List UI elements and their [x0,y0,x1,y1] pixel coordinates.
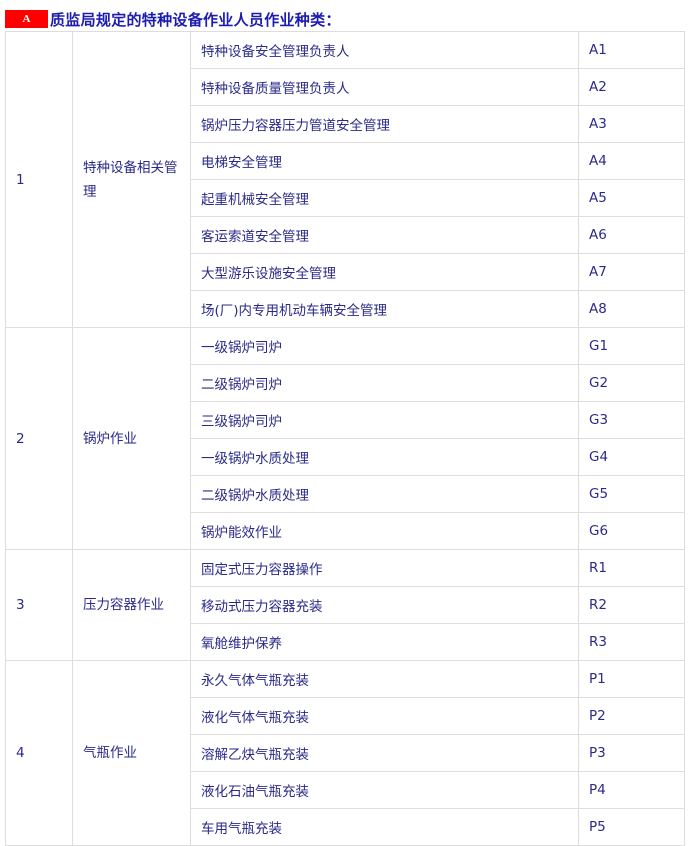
group-category: 锅炉作业 [72,327,191,550]
item-code: A5 [578,179,685,217]
item-name: 一级锅炉水质处理 [190,438,579,476]
table-row: 溶解乙炔气瓶充装 P3 [6,734,685,772]
table-row: 2 锅炉作业 一级锅炉司炉 G1 [5,327,685,550]
table-row: 3 压力容器作业 固定式压力容器操作 R1 [5,549,685,661]
item-name: 客运索道安全管理 [190,216,579,254]
item-name: 锅炉能效作业 [190,512,579,550]
table-row: 客运索道安全管理 A6 [6,216,685,254]
item-code: G5 [578,475,685,513]
item-name: 特种设备安全管理负责人 [190,31,579,69]
item-name: 锅炉压力容器压力管道安全管理 [190,105,579,143]
item-code: R1 [578,549,685,587]
item-name: 氧舱维护保养 [190,623,579,661]
group-category: 气瓶作业 [72,660,191,846]
table-row: 锅炉能效作业 G6 [6,512,685,550]
table-row: 移动式压力容器充装 R2 [6,586,685,624]
item-name: 场(厂)内专用机动车辆安全管理 [190,290,579,328]
item-name: 永久气体气瓶充装 [190,660,579,698]
table-row: 起重机械安全管理 A5 [6,179,685,217]
item-name: 三级锅炉司炉 [190,401,579,439]
table-row: 场(厂)内专用机动车辆安全管理 A8 [6,290,685,328]
item-code: A2 [578,68,685,106]
item-code: A6 [578,216,685,254]
group-number: 3 [5,549,73,661]
item-code: G4 [578,438,685,476]
item-name: 一级锅炉司炉 [190,327,579,365]
item-code: A3 [578,105,685,143]
item-code: A7 [578,253,685,291]
group-number: 2 [5,327,73,550]
section-badge: A [5,10,48,28]
table-row: 特种设备质量管理负责人 A2 [6,68,685,106]
item-code: P5 [578,808,685,846]
table-row: 三级锅炉司炉 G3 [6,401,685,439]
item-code: G3 [578,401,685,439]
item-code: G1 [578,327,685,365]
item-name: 起重机械安全管理 [190,179,579,217]
item-code: A8 [578,290,685,328]
item-code: G6 [578,512,685,550]
table-row: 大型游乐设施安全管理 A7 [6,253,685,291]
group-category: 特种设备相关管理 [72,31,191,328]
table-row: 液化气体气瓶充装 P2 [6,697,685,735]
item-name: 溶解乙炔气瓶充装 [190,734,579,772]
item-name: 固定式压力容器操作 [190,549,579,587]
item-name: 移动式压力容器充装 [190,586,579,624]
table-row: 氧舱维护保养 R3 [6,623,685,661]
table-row: 液化石油气瓶充装 P4 [6,771,685,809]
table-row: 1 特种设备相关管理 特种设备安全管理负责人 A1 [5,31,685,328]
item-code: G2 [578,364,685,402]
section-heading: 质监局规定的特种设备作业人员作业种类： [50,10,341,29]
table-row: 锅炉压力容器压力管道安全管理 A3 [6,105,685,143]
group-number: 1 [5,31,73,328]
item-name: 电梯安全管理 [190,142,579,180]
group-category: 压力容器作业 [72,549,191,661]
item-name: 大型游乐设施安全管理 [190,253,579,291]
table-row: 二级锅炉水质处理 G5 [6,475,685,513]
table-row: 电梯安全管理 A4 [6,142,685,180]
work-category-table: 1 特种设备相关管理 特种设备安全管理负责人 A1 特种设备质量管理负责人 A2 锅炉压力容… [5,31,685,846]
group-number: 4 [5,660,73,846]
item-name: 车用气瓶充装 [190,808,579,846]
item-code: R3 [578,623,685,661]
item-code: P1 [578,660,685,698]
table-row: 4 气瓶作业 永久气体气瓶充装 P1 [5,660,685,846]
item-code: P2 [578,697,685,735]
section-title: A 质监局规定的特种设备作业人员作业种类： [5,9,341,29]
item-code: A1 [578,31,685,69]
item-name: 特种设备质量管理负责人 [190,68,579,106]
item-name: 液化石油气瓶充装 [190,771,579,809]
item-code: A4 [578,142,685,180]
item-name: 二级锅炉水质处理 [190,475,579,513]
item-code: R2 [578,586,685,624]
item-code: P3 [578,734,685,772]
item-name: 二级锅炉司炉 [190,364,579,402]
item-code: P4 [578,771,685,809]
item-name: 液化气体气瓶充装 [190,697,579,735]
table-row: 二级锅炉司炉 G2 [6,364,685,402]
